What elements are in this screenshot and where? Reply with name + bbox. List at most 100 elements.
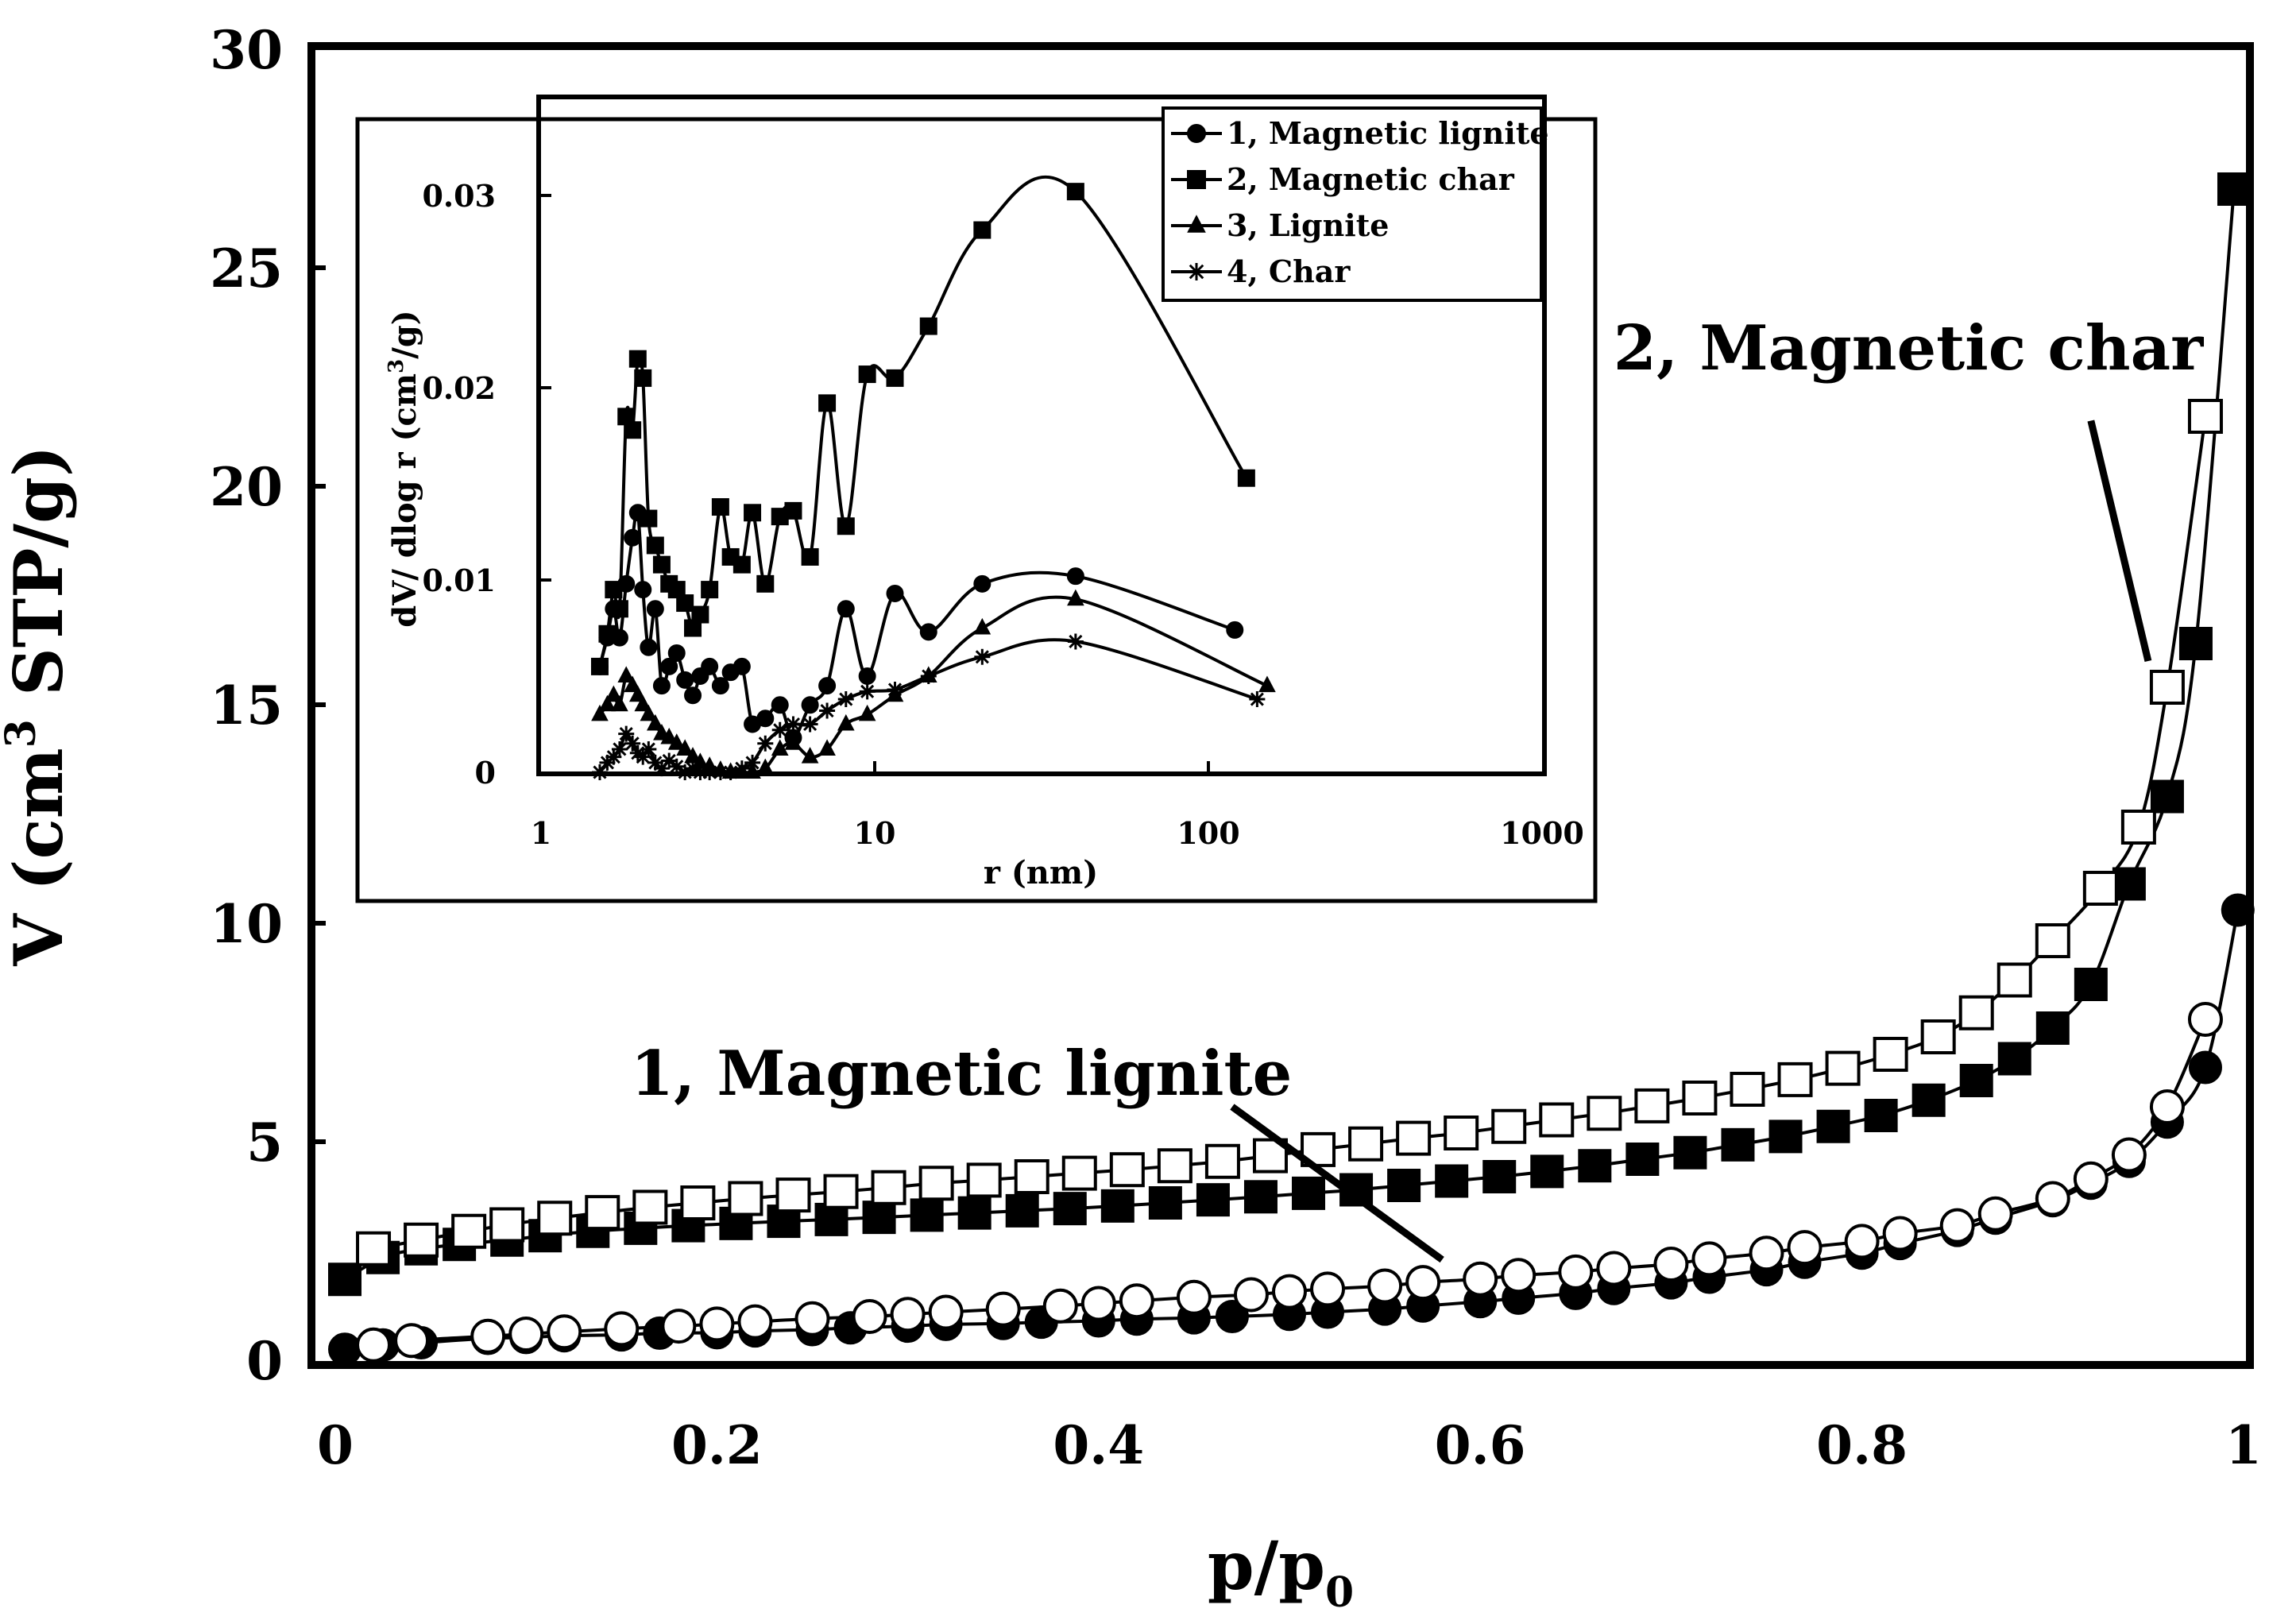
data-point-2-magnetic-char-adsorption [2074, 968, 2108, 1001]
data-point-1-magnetic-lignite-desorption [985, 1291, 1021, 1327]
data-point-1-magnetic-lignite-desorption [852, 1299, 887, 1334]
legend-label-2-magnetic-char: 2, Magnetic char [1227, 161, 1515, 197]
inset-point-2-magnetic-char [598, 624, 617, 643]
data-point-2-magnetic-char-adsorption [1435, 1164, 1469, 1198]
inset-point-2-magnetic-char [701, 581, 719, 599]
data-point-1-magnetic-lignite-desorption [794, 1301, 830, 1336]
inset-point-2-magnetic-char [691, 605, 709, 624]
data-point-2-magnetic-char-desorption [728, 1181, 763, 1216]
main-y-tick-label: 15 [210, 675, 283, 737]
data-point-2-magnetic-char-desorption [1920, 1019, 1956, 1054]
data-point-1-magnetic-lignite-desorption [1787, 1230, 1823, 1266]
data-point-2-magnetic-char-desorption [1587, 1096, 1622, 1131]
data-point-2-magnetic-char-adsorption [1530, 1154, 1564, 1189]
data-point-1-magnetic-lignite-desorption [2073, 1161, 2109, 1197]
inset-point-2-magnetic-char [1237, 469, 1255, 487]
inset-point-2-magnetic-char [919, 317, 937, 335]
inset-legend: 1, Magnetic lignite 2, Magnetic char 3, Li… [1162, 106, 1549, 302]
data-point-1-magnetic-lignite-desorption [1119, 1283, 1154, 1319]
data-point-2-magnetic-char-desorption [1061, 1155, 1097, 1191]
legend-marker-1-magnetic-lignite [1187, 124, 1206, 143]
data-point-2-magnetic-char-desorption [680, 1185, 716, 1220]
inset-point-1-magnetic-lignite [652, 677, 671, 695]
data-point-1-magnetic-lignite-desorption [1691, 1241, 1727, 1277]
inset-point-2-magnetic-char [858, 365, 876, 384]
data-point-2-magnetic-char-desorption [1539, 1102, 1575, 1138]
data-point-2-magnetic-char-desorption [1109, 1152, 1145, 1188]
inset-point-1-magnetic-lignite [1066, 567, 1084, 586]
inset-point-4-char [685, 760, 702, 777]
inset-point-4-char [712, 764, 729, 780]
data-point-2-magnetic-char-adsorption [1864, 1099, 1898, 1132]
data-point-2-magnetic-char-desorption [918, 1166, 954, 1201]
data-point-2-magnetic-char-adsorption [910, 1198, 944, 1232]
annotation-magnetic-char: 2, Magnetic char [1614, 312, 2204, 385]
data-point-2-magnetic-char-desorption [871, 1170, 906, 1205]
inset-point-3-lignite [771, 739, 789, 756]
annotation-arrow-magnetic-char [2087, 420, 2152, 663]
data-point-2-magnetic-char-adsorption [2035, 1011, 2070, 1045]
data-point-2-magnetic-char-desorption [1634, 1088, 1670, 1123]
inset-point-2-magnetic-char [605, 581, 623, 599]
data-point-2-magnetic-char-adsorption [1673, 1135, 1707, 1170]
data-point-2-magnetic-char-desorption [585, 1195, 620, 1231]
inset-point-1-magnetic-lignite [837, 600, 855, 618]
inset-point-2-magnetic-char [784, 501, 802, 520]
data-point-1-magnetic-lignite-desorption [1272, 1274, 1307, 1309]
data-point-2-magnetic-char-desorption [2149, 670, 2185, 705]
main-x-tick-label: 0.2 [671, 1414, 763, 1476]
data-point-2-magnetic-char-desorption [404, 1222, 439, 1258]
data-point-1-magnetic-lignite-desorption [1080, 1286, 1116, 1321]
data-point-2-magnetic-char-desorption [1157, 1148, 1192, 1184]
data-point-2-magnetic-char-adsorption [2178, 627, 2213, 660]
data-point-1-magnetic-lignite-adsorption [328, 1332, 362, 1367]
inset-point-3-lignite [660, 727, 678, 744]
legend-marker-3-lignite [1187, 215, 1206, 233]
inset-point-4-char [702, 764, 718, 780]
data-point-2-magnetic-char-desorption [1014, 1159, 1049, 1194]
inset-point-1-magnetic-lignite [756, 710, 775, 728]
annotation-magnetic-lignite: 1, Magnetic lignite [631, 1038, 1292, 1110]
data-point-1-magnetic-lignite-desorption [1939, 1208, 1975, 1243]
inset-point-4-char [785, 716, 802, 733]
data-point-1-magnetic-lignite-desorption [2149, 1089, 2185, 1124]
inset-point-4-char [1067, 633, 1084, 650]
inset-point-4-char [591, 764, 608, 780]
data-point-1-magnetic-lignite-desorption [356, 1327, 392, 1363]
inset-point-1-magnetic-lignite [919, 623, 937, 641]
data-point-1-magnetic-lignite-desorption [2111, 1137, 2147, 1173]
main-plot-series [328, 172, 2255, 1367]
inset-point-3-lignite [973, 617, 991, 635]
data-point-2-magnetic-char-desorption [1958, 995, 1994, 1030]
inset-x-tick-label: 10 [854, 815, 896, 851]
inset-y-tick-label: 0.01 [422, 563, 496, 598]
data-point-1-magnetic-lignite-desorption [1749, 1235, 1784, 1271]
inset-point-4-char [859, 683, 876, 700]
inset-x-tick-label: 1 [531, 815, 551, 851]
inset-point-3-lignite [676, 739, 694, 756]
data-point-2-magnetic-char-desorption [2035, 923, 2070, 958]
inset-point-3-lignite [591, 704, 609, 721]
inset-point-4-char [668, 758, 685, 775]
inset-point-4-char [920, 668, 937, 684]
inset-point-2-magnetic-char [590, 657, 609, 675]
inset-point-3-lignite [818, 739, 836, 756]
data-point-2-magnetic-char-desorption [489, 1207, 525, 1243]
data-point-2-magnetic-char-desorption [451, 1213, 487, 1249]
inset-point-4-char [722, 764, 739, 780]
main-y-tick-label: 30 [210, 19, 283, 81]
inset-plot-area [536, 95, 1547, 776]
data-point-1-magnetic-lignite-desorption [2187, 1002, 2223, 1037]
data-point-2-magnetic-char-desorption [1204, 1143, 1240, 1179]
main-y-tick-label: 5 [246, 1112, 283, 1174]
data-point-2-magnetic-char-adsorption [1148, 1186, 1182, 1220]
data-point-2-magnetic-char-desorption [1396, 1120, 1432, 1156]
inset-point-3-lignite [837, 713, 855, 731]
data-point-2-magnetic-char-desorption [1730, 1072, 1765, 1107]
data-point-1-magnetic-lignite-desorption [1558, 1254, 1594, 1290]
main-x-tick-label: 0.4 [1053, 1414, 1144, 1476]
data-point-2-magnetic-char-adsorption [2217, 172, 2251, 206]
inset-point-4-char [837, 691, 854, 708]
data-point-2-magnetic-char-adsorption [957, 1196, 991, 1230]
inset-point-1-magnetic-lignite [676, 671, 694, 689]
